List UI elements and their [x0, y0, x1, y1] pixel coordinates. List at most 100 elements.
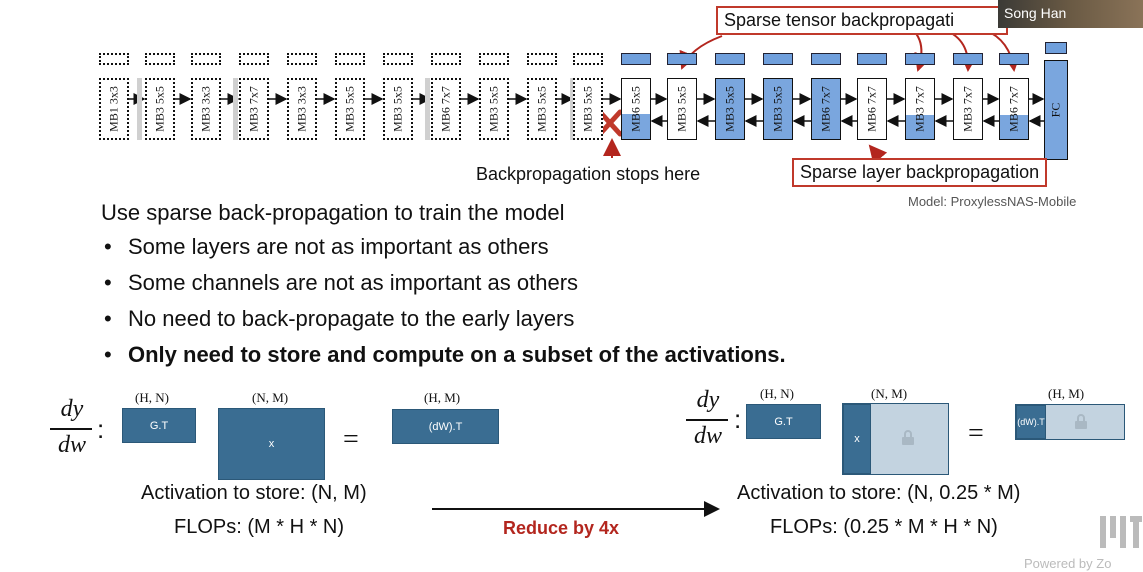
frozen-topbar [287, 53, 317, 65]
trained-topbar [905, 53, 935, 65]
stop-x-icon [597, 109, 623, 137]
stop-label: Backpropagation stops here [476, 164, 701, 184]
block-label: MB3 5x5 [580, 86, 595, 132]
block-label: MB6 7x7 [864, 86, 879, 132]
footer-text: Powered by Zo [1024, 556, 1112, 571]
trained-block: MB3 5x5 [715, 78, 745, 140]
block-label: MB3 5x5 [152, 86, 167, 132]
frac-line-left [50, 428, 92, 430]
x-matrix-left: x [218, 408, 325, 480]
block-label: MB3 7x7 [246, 86, 261, 132]
frozen-block: MB3 3x3 [287, 78, 317, 140]
frozen-topbar [479, 53, 509, 65]
frozen-block: MB1 3x3 [99, 78, 129, 140]
gt-matrix-right: G.T [746, 404, 821, 439]
fc-block: FC [1044, 60, 1068, 160]
bullet-text: Only need to store and compute on a subs… [128, 342, 786, 367]
frozen-block: MB3 7x7 [239, 78, 269, 140]
out-matrix-left: (dW).T [392, 409, 499, 444]
block-label: MB3 5x5 [486, 86, 501, 132]
layer-separator [570, 78, 575, 140]
x-active-slice-right: x [843, 404, 871, 474]
mit-logo [1100, 516, 1142, 548]
equals-left: = [343, 424, 359, 455]
block-label: MB6 7x7 [818, 86, 833, 132]
frozen-block: MB3 5x5 [145, 78, 175, 140]
model-note: Model: ProxylessNAS-Mobile [908, 194, 1077, 209]
out-active-slice-right: (dW).T [1016, 405, 1046, 439]
layer-separator [137, 78, 142, 140]
trained-block: MB6 7x7 [857, 78, 887, 140]
bullet-dot: • [104, 270, 112, 295]
frozen-topbar [191, 53, 221, 65]
frac-num-right: dy [696, 387, 720, 413]
colon-right: : [734, 404, 742, 434]
frozen-topbar [431, 53, 461, 65]
frac-den-right: dw [693, 423, 722, 449]
block-label: MB3 5x5 [674, 86, 689, 132]
frozen-topbar [573, 53, 603, 65]
flops-right: FLOPs: (0.25 * M * H * N) [770, 516, 998, 538]
frozen-topbar [527, 53, 557, 65]
layer-separator [425, 78, 430, 140]
bullet-text: No need to back-propagate to the early l… [128, 306, 575, 331]
frozen-block: MB3 3x3 [191, 78, 221, 140]
trained-topbar [999, 53, 1029, 65]
trained-block: MB6 5x5 [621, 78, 651, 140]
block-label: MB3 5x5 [534, 86, 549, 132]
trained-block: MB3 5x5 [667, 78, 697, 140]
activation-left: Activation to store: (N, M) [141, 482, 367, 504]
frozen-block: MB6 7x7 [431, 78, 461, 140]
equals-right: = [968, 418, 984, 449]
bullet-text: Some layers are not as important as othe… [128, 234, 549, 259]
frozen-block: MB3 5x5 [335, 78, 365, 140]
trained-topbar [763, 53, 793, 65]
sparse-tensor-callout: Sparse tensor backpropagati [716, 6, 1008, 35]
fc-topbar [1045, 42, 1067, 54]
x-label-left: x [268, 438, 275, 450]
out-dim-left: (H, M) [424, 390, 461, 405]
trained-block: MB3 7x7 [953, 78, 983, 140]
bullet-dot: • [104, 342, 112, 367]
frozen-topbar [145, 53, 175, 65]
x-dim-right: (N, M) [871, 386, 908, 401]
gt-matrix-left: G.T [122, 408, 196, 443]
speaker-overlay [998, 0, 1143, 28]
x-matrix-right: x [842, 403, 949, 475]
trained-topbar [811, 53, 841, 65]
gt-label-left: G.T [149, 419, 169, 432]
frac-den-left: dw [57, 432, 86, 458]
frozen-block: MB3 5x5 [527, 78, 557, 140]
trained-block: MB3 5x5 [763, 78, 793, 140]
out-dim-right: (H, M) [1048, 386, 1085, 401]
flops-left: FLOPs: (M * H * N) [174, 516, 345, 538]
block-label: MB3 3x3 [294, 86, 309, 132]
block-label: MB3 5x5 [342, 86, 357, 132]
block-label: MB3 3x3 [198, 86, 213, 132]
bullet-dot: • [104, 234, 112, 259]
frac-num-left: dy [60, 396, 84, 422]
frozen-block: MB3 5x5 [383, 78, 413, 140]
frozen-topbar [239, 53, 269, 65]
activation-right: Activation to store: (N, 0.25 * M) [737, 482, 1021, 504]
colon-left: : [97, 414, 105, 444]
layer-separator [233, 78, 238, 140]
speaker-name: Song Han [1004, 5, 1067, 21]
trained-block: MB3 7x7 [905, 78, 935, 140]
block-label: MB1 3x3 [106, 86, 121, 132]
bullet-dot: • [104, 306, 112, 331]
trained-topbar [953, 53, 983, 65]
fc-label: FC [1048, 102, 1063, 118]
out-label-left: (dW).T [428, 420, 463, 433]
block-label: MB6 7x7 [438, 86, 453, 132]
trained-topbar [715, 53, 745, 65]
bullet-text: Some channels are not as important as ot… [128, 270, 579, 295]
lock-icon [1075, 414, 1087, 429]
gt-label-right: G.T [774, 415, 793, 428]
x-dim-left: (N, M) [252, 390, 289, 405]
trained-block: MB6 7x7 [999, 78, 1029, 140]
trained-topbar [667, 53, 697, 65]
frac-line-right [686, 419, 728, 421]
gt-dim-left: (H, N) [135, 390, 169, 405]
lock-icon [902, 430, 914, 445]
